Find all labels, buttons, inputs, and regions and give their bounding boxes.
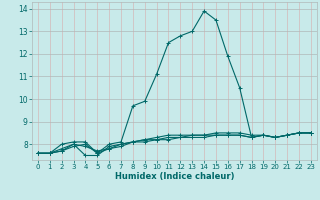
X-axis label: Humidex (Indice chaleur): Humidex (Indice chaleur) — [115, 172, 234, 181]
